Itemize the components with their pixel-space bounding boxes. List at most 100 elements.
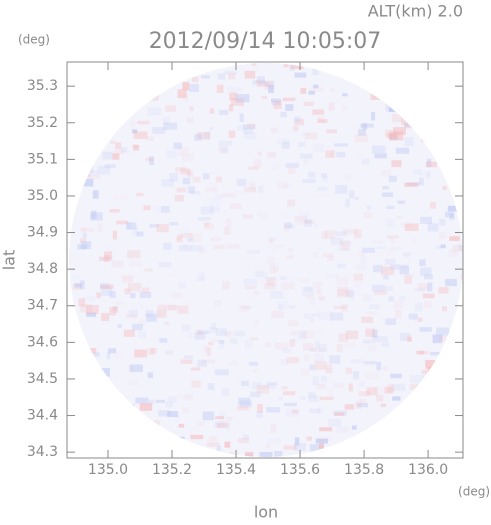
- field-patch: [404, 272, 417, 275]
- field-patch: [117, 324, 122, 328]
- field-patch: [224, 70, 238, 75]
- field-patch: [318, 343, 327, 352]
- field-patch: [302, 178, 316, 184]
- field-patch: [90, 212, 103, 221]
- field-patch: [390, 373, 402, 379]
- field-patch: [154, 68, 163, 76]
- field-patch: [201, 359, 215, 364]
- field-patch: [357, 249, 366, 257]
- field-patch: [236, 405, 249, 411]
- field-patch: [337, 263, 346, 268]
- field-patch: [294, 72, 307, 78]
- field-patch: [384, 386, 393, 394]
- field-patch: [102, 426, 109, 434]
- field-patch: [345, 198, 350, 208]
- field-patch: [333, 410, 347, 416]
- field-patch: [432, 334, 443, 344]
- field-patch: [146, 136, 155, 141]
- field-patch: [204, 187, 214, 193]
- field-patch: [301, 330, 315, 339]
- field-patch: [385, 318, 396, 325]
- field-patch: [177, 146, 190, 156]
- field-patch: [410, 118, 418, 123]
- field-patch: [427, 223, 439, 232]
- field-patch: [69, 392, 73, 401]
- field-patch: [423, 394, 429, 400]
- field-patch: [187, 186, 195, 194]
- field-patch: [101, 104, 113, 112]
- field-patch: [406, 182, 420, 186]
- field-patch: [71, 274, 80, 280]
- field-patch: [399, 265, 410, 275]
- field-patch: [220, 147, 229, 154]
- field-patch: [342, 228, 357, 235]
- field-patch: [421, 134, 430, 142]
- field-patch: [443, 77, 457, 86]
- field-patch: [409, 384, 420, 390]
- field-patch: [210, 237, 222, 242]
- field-patch: [120, 108, 126, 114]
- field-patch: [292, 409, 299, 414]
- field-patch: [319, 427, 333, 432]
- field-patch: [438, 335, 447, 342]
- field-patch: [314, 361, 327, 370]
- field-patch: [276, 138, 290, 145]
- field-patch: [191, 76, 199, 83]
- field-patch: [268, 84, 274, 94]
- field-patch: [153, 443, 163, 449]
- field-patch: [104, 251, 113, 259]
- field-patch: [147, 372, 154, 378]
- field-patch: [330, 88, 336, 92]
- field-patch: [167, 411, 179, 418]
- field-patch: [413, 114, 421, 123]
- field-patch: [152, 127, 166, 134]
- field-patch: [175, 237, 181, 241]
- field-patch: [215, 328, 227, 336]
- field-patch: [147, 107, 162, 116]
- field-patch: [227, 86, 242, 92]
- field-patch: [336, 152, 346, 158]
- field-patch: [386, 91, 394, 97]
- field-patch: [303, 343, 314, 351]
- field-patch: [352, 370, 360, 380]
- field-patch: [372, 145, 386, 154]
- field-patch: [454, 343, 463, 353]
- field-patch: [182, 69, 187, 78]
- field-patch: [419, 392, 428, 398]
- field-patch: [283, 402, 298, 407]
- field-patch: [447, 72, 459, 77]
- field-patch: [171, 325, 185, 332]
- field-patch: [127, 282, 142, 292]
- field-patch: [91, 210, 97, 219]
- field-patch: [150, 92, 159, 101]
- field-patch: [334, 143, 349, 147]
- field-patch: [407, 423, 421, 428]
- field-patch: [449, 236, 460, 241]
- field-patch: [308, 171, 316, 178]
- field-patch: [161, 442, 173, 449]
- field-patch: [133, 131, 148, 139]
- field-patch: [229, 452, 234, 457]
- field-patch: [368, 344, 377, 352]
- field-patch: [300, 153, 313, 159]
- field-patch: [361, 82, 369, 87]
- x-tick-label: 135.2: [152, 462, 192, 478]
- field-patch: [244, 70, 256, 79]
- y-tick-label: 34.3: [27, 444, 58, 460]
- field-patch: [391, 114, 403, 123]
- field-patch: [200, 206, 214, 215]
- field-patch: [309, 408, 320, 414]
- field-patch: [266, 443, 271, 449]
- field-patch: [419, 327, 432, 332]
- field-patch: [302, 131, 311, 137]
- field-patch: [127, 428, 133, 433]
- field-patch: [386, 419, 396, 426]
- field-patch: [163, 242, 172, 250]
- field-patch: [272, 162, 278, 170]
- field-patch: [436, 439, 441, 449]
- field-patch: [332, 382, 345, 388]
- field-patch: [235, 94, 250, 103]
- field-patch: [165, 401, 173, 408]
- field-patch: [312, 143, 324, 152]
